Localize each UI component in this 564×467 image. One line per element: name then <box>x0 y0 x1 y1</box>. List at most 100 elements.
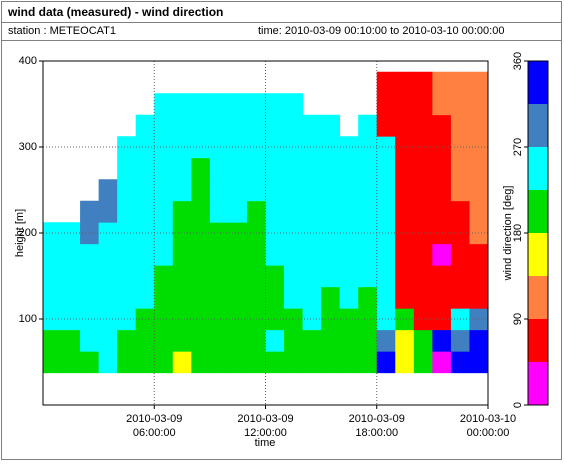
colorbar-swatch <box>528 319 548 362</box>
cell <box>228 351 248 374</box>
cell <box>228 265 248 288</box>
cell <box>172 179 192 202</box>
cell <box>339 286 359 309</box>
colorbar-tick-label: 90 <box>512 313 524 325</box>
cell <box>450 351 470 374</box>
cell <box>61 265 81 288</box>
cell <box>284 93 303 116</box>
cell <box>154 286 174 309</box>
cell <box>284 200 303 223</box>
x-axis-label: time <box>255 437 276 449</box>
cell <box>376 308 396 331</box>
cell <box>413 136 433 159</box>
cell <box>376 200 396 223</box>
cell <box>228 222 248 245</box>
cell <box>246 93 266 116</box>
cell <box>154 200 174 223</box>
cell <box>98 200 118 223</box>
cell <box>450 286 470 309</box>
cell <box>302 114 322 137</box>
cell <box>450 329 470 352</box>
cell <box>154 329 174 352</box>
cell <box>284 114 303 137</box>
cell <box>228 157 248 180</box>
cell <box>191 265 211 288</box>
cell <box>358 286 378 309</box>
cell <box>265 265 285 288</box>
cell <box>469 200 489 223</box>
cell <box>302 351 322 374</box>
cell <box>376 265 396 288</box>
cell <box>413 93 433 116</box>
cell <box>117 200 137 223</box>
cell <box>228 329 248 352</box>
cell <box>61 329 81 352</box>
cell <box>191 136 211 159</box>
cell <box>117 243 137 266</box>
cell <box>61 286 81 309</box>
cell <box>117 329 137 352</box>
colorbar-tick-label: 360 <box>512 52 524 70</box>
cell <box>61 222 81 245</box>
cell <box>284 351 303 374</box>
cell <box>154 157 174 180</box>
cell <box>265 329 285 352</box>
cell <box>191 329 211 352</box>
cell <box>61 351 81 374</box>
cell <box>172 265 192 288</box>
cell <box>80 351 100 374</box>
cell <box>80 200 100 223</box>
cell <box>450 93 470 116</box>
colorbar-label: wind direction [deg] <box>502 186 514 282</box>
cell <box>469 286 489 309</box>
cell <box>302 157 322 180</box>
cell <box>209 179 229 202</box>
cell <box>358 265 378 288</box>
cell <box>413 286 433 309</box>
cell <box>376 136 396 159</box>
cell <box>413 200 433 223</box>
cell <box>191 222 211 245</box>
cell <box>376 114 396 137</box>
cell <box>450 200 470 223</box>
cell <box>228 179 248 202</box>
cell <box>395 114 415 137</box>
y-axis-label: height [m] <box>14 209 26 257</box>
cell <box>413 222 433 245</box>
cell <box>284 222 303 245</box>
x-tick-label-line: 2010-03-09 <box>237 413 293 425</box>
cell <box>469 157 489 180</box>
cell <box>358 243 378 266</box>
cell <box>469 243 489 266</box>
cell <box>172 93 192 116</box>
cell <box>246 114 266 137</box>
cell <box>376 71 396 94</box>
cell <box>191 93 211 116</box>
cell <box>339 265 359 288</box>
cell <box>321 114 341 137</box>
cell <box>432 243 452 266</box>
cell <box>265 179 285 202</box>
cell <box>228 93 248 116</box>
cell <box>284 265 303 288</box>
cell <box>413 179 433 202</box>
y-tick-label: 300 <box>19 141 37 153</box>
cell <box>413 351 433 374</box>
cell <box>395 308 415 331</box>
cell <box>413 329 433 352</box>
colorbar-tick-label: 0 <box>512 402 524 408</box>
cell <box>209 200 229 223</box>
cell <box>209 351 229 374</box>
cell <box>469 71 489 94</box>
x-tick-label: 2010-03-10 00:00:00 <box>460 413 516 439</box>
cell <box>302 222 322 245</box>
cell <box>154 179 174 202</box>
cell <box>228 114 248 137</box>
colorbar-swatch <box>528 104 548 147</box>
cell <box>154 243 174 266</box>
cell <box>172 286 192 309</box>
cell <box>413 114 433 137</box>
cell <box>284 179 303 202</box>
cell <box>43 329 62 352</box>
